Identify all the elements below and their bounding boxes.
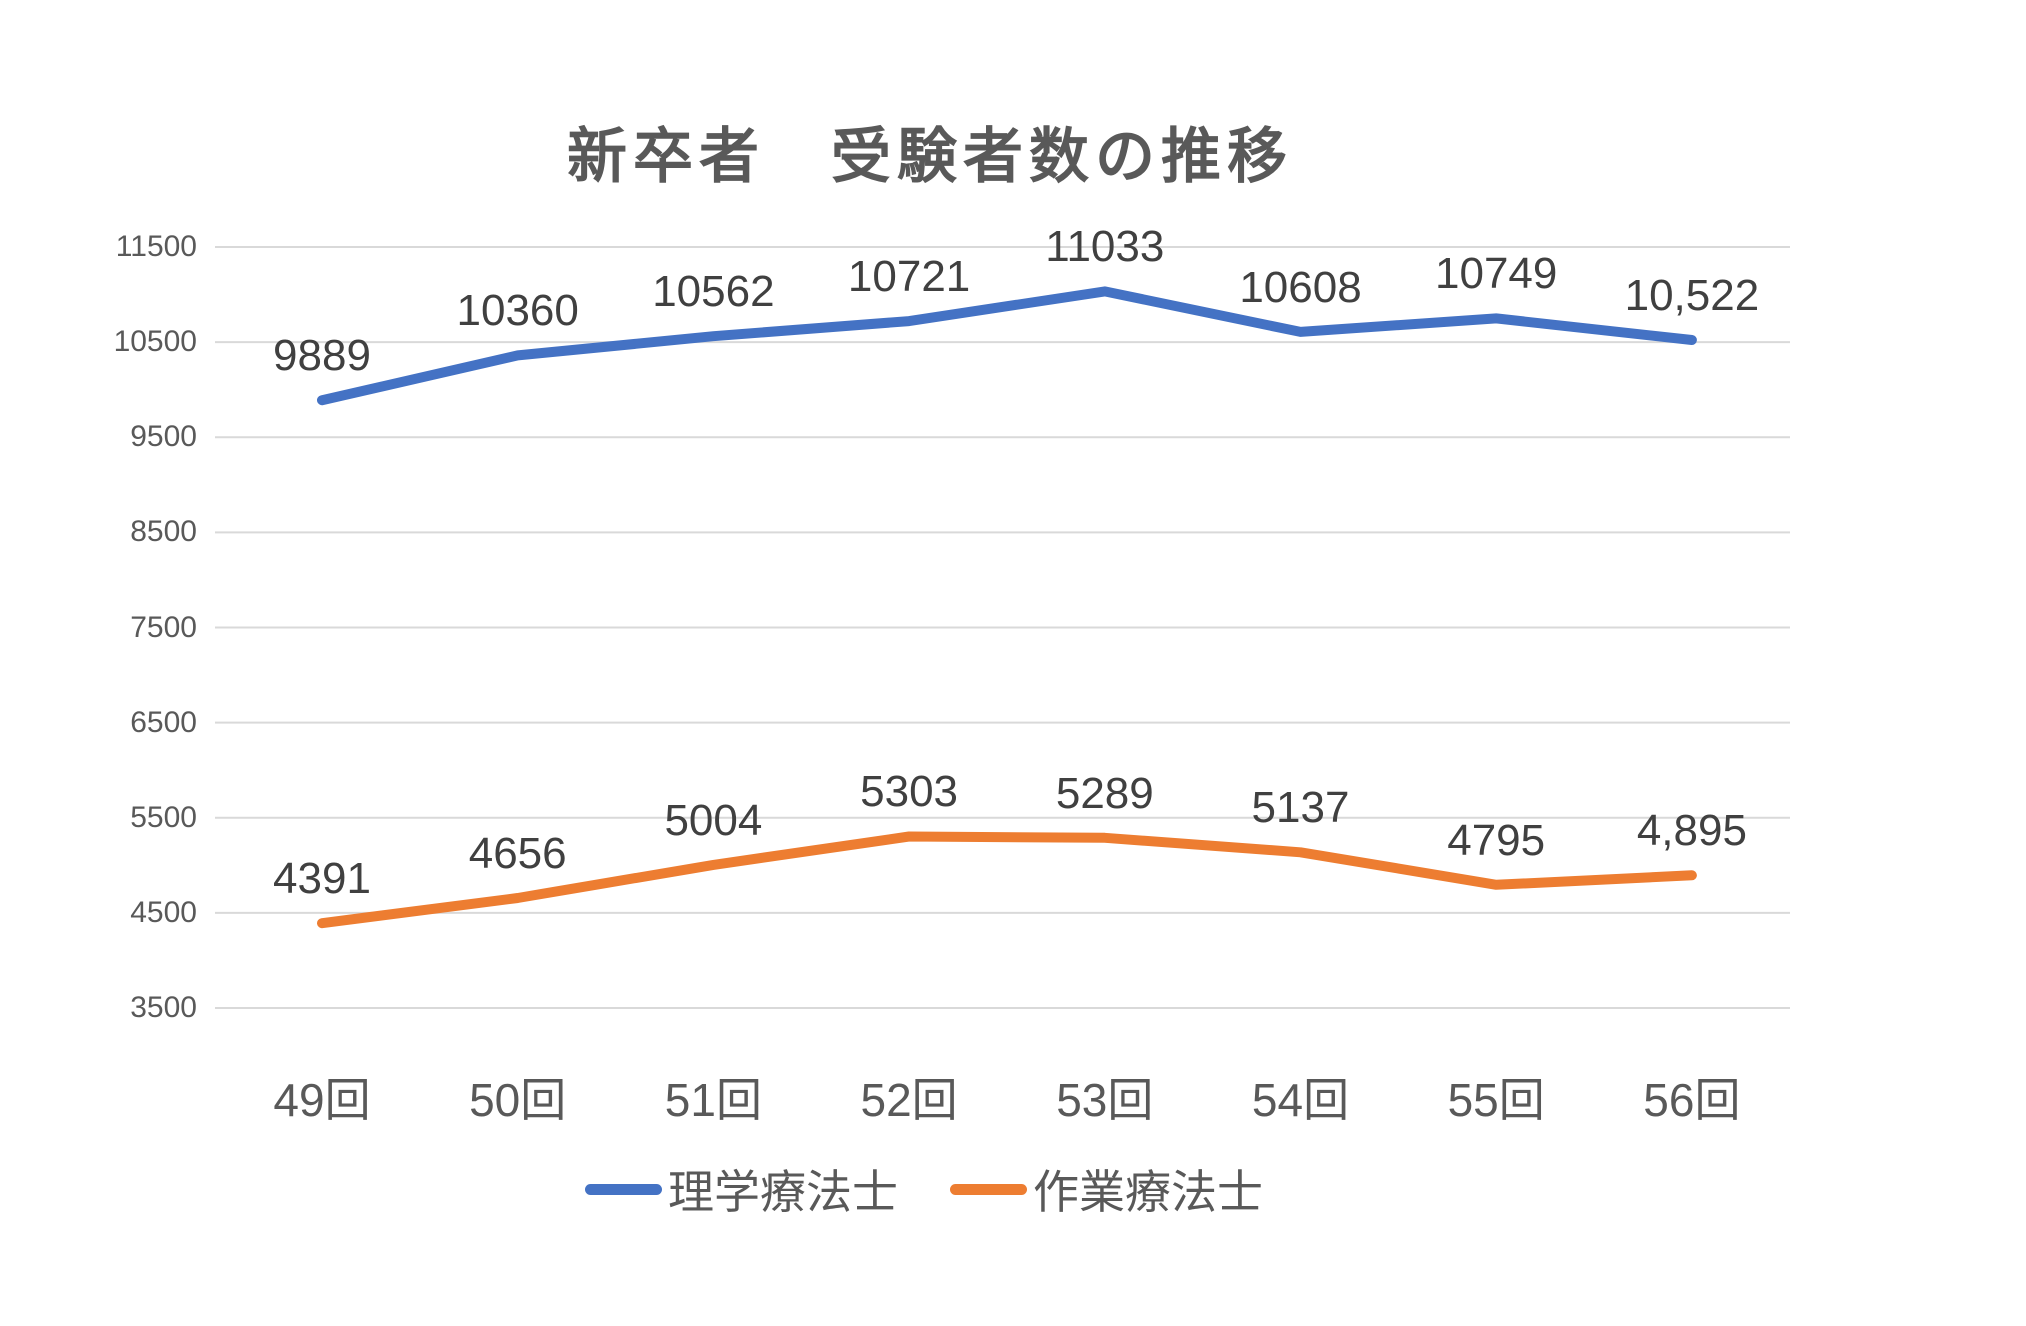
- legend-line-swatch: [585, 1183, 662, 1195]
- data-label: 5303: [860, 767, 959, 817]
- y-tick-label: 8500: [130, 515, 197, 549]
- legend-item: 作業療法士: [950, 1156, 1263, 1222]
- data-label: 10608: [1239, 262, 1362, 312]
- legend-label: 作業療法士: [1033, 1166, 1263, 1218]
- legend-label: 理学療法士: [668, 1166, 898, 1218]
- y-tick-label: 7500: [130, 610, 197, 644]
- legend-item: 理学療法士: [585, 1156, 898, 1222]
- y-tick-label: 6500: [130, 705, 197, 739]
- data-label: 10562: [652, 267, 775, 317]
- x-tick-label: 55回: [1447, 1074, 1545, 1126]
- data-label: 11033: [1045, 222, 1165, 272]
- x-tick-label: 54回: [1251, 1074, 1350, 1126]
- y-tick-label: 10500: [113, 325, 197, 359]
- data-label: 4656: [468, 829, 567, 879]
- x-tick-label: 51回: [664, 1074, 762, 1126]
- data-label: 10,522: [1624, 271, 1760, 321]
- data-label: 4795: [1447, 815, 1546, 865]
- y-tick-label: 3500: [130, 991, 197, 1024]
- data-label: 5137: [1251, 783, 1350, 833]
- x-tick-label: 52回: [860, 1074, 958, 1126]
- x-tick-label: 49回: [273, 1074, 371, 1126]
- data-label: 5289: [1055, 768, 1154, 818]
- series-line-ot: [317, 831, 1697, 929]
- data-label: 10360: [456, 286, 579, 336]
- y-tick-label: 4500: [130, 895, 197, 929]
- legend-line-swatch: [950, 1183, 1027, 1195]
- y-tick-label: 11500: [115, 230, 197, 263]
- data-label: 4,895: [1636, 806, 1747, 856]
- y-tick-label: 5500: [130, 800, 197, 834]
- legend: 理学療法士 作業療法士: [585, 1156, 1263, 1222]
- y-tick-label: 9500: [130, 420, 197, 454]
- series-line-pt: [317, 286, 1697, 406]
- x-tick-label: 53回: [1056, 1074, 1154, 1126]
- x-tick-label: 50回: [469, 1074, 567, 1126]
- data-label: 5004: [664, 795, 763, 845]
- data-label: 10749: [1435, 249, 1558, 299]
- data-label: 10721: [847, 252, 971, 302]
- data-label: 9889: [273, 331, 371, 381]
- x-tick-label: 56回: [1643, 1074, 1741, 1126]
- data-label: 4391: [273, 854, 371, 904]
- chart-title: 新卒者 受験者数の推移: [567, 123, 1293, 190]
